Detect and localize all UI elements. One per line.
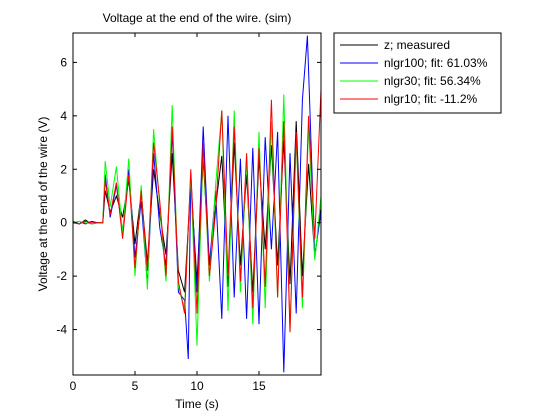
x-tick-label: 10 bbox=[190, 379, 204, 393]
y-tick-label: 6 bbox=[60, 55, 67, 69]
legend-label-nlgr100-fit-61-03: nlgr100; fit: 61.03% bbox=[384, 56, 488, 70]
legend-entries: z; measured nlgr100; fit: 61.03% nlgr30; f… bbox=[340, 38, 488, 106]
legend-box bbox=[333, 32, 502, 114]
legend-label-z-measured: z; measured bbox=[384, 38, 450, 52]
y-tick-label: 2 bbox=[60, 162, 67, 176]
x-axis-label: Time (s) bbox=[175, 397, 219, 411]
x-tick-label: 5 bbox=[132, 379, 139, 393]
x-tick-label: 15 bbox=[252, 379, 266, 393]
y-axis-label: Voltage at the end of the wire (V) bbox=[36, 117, 50, 292]
ticks-layer: 0 5 10 15 -4 -2 0 2 4 6 bbox=[56, 33, 321, 393]
legend-label-nlgr30-fit-56-34: nlgr30; fit: 56.34% bbox=[384, 74, 481, 88]
series-line-nlgr10-fit-11-2 bbox=[73, 89, 321, 333]
series-layer bbox=[73, 35, 321, 373]
x-tick-label: 0 bbox=[70, 379, 77, 393]
y-tick-label: 0 bbox=[60, 216, 67, 230]
y-tick-label: 4 bbox=[60, 109, 67, 123]
y-tick-label: -4 bbox=[56, 323, 67, 337]
plot-area: 0 5 10 15 -4 -2 0 2 4 6 bbox=[56, 32, 322, 393]
legend: z; measured nlgr100; fit: 61.03% nlgr30; f… bbox=[333, 32, 502, 114]
y-tick-label: -2 bbox=[56, 269, 67, 283]
legend-label-nlgr10-fit-11-2: nlgr10; fit: -11.2% bbox=[384, 92, 477, 106]
chart-title: Voltage at the end of the wire. (sim) bbox=[103, 11, 292, 25]
